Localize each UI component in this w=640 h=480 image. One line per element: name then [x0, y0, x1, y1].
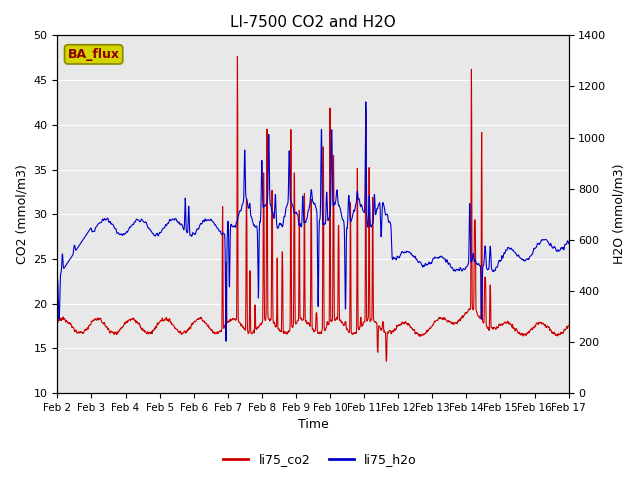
Y-axis label: CO2 (mmol/m3): CO2 (mmol/m3) — [15, 164, 28, 264]
li75_h2o — [302, 217, 310, 223]
X-axis label: Time: Time — [298, 419, 328, 432]
Line: li75_co2: li75_co2 — [58, 57, 568, 361]
li75_h2o — [550, 243, 558, 249]
li75_h2o — [564, 240, 572, 246]
li75_h2o — [79, 236, 87, 242]
Line: li75_h2o: li75_h2o — [58, 102, 568, 341]
li75_co2 — [234, 54, 241, 60]
li75_h2o — [550, 244, 558, 250]
Text: BA_flux: BA_flux — [68, 48, 120, 61]
Title: LI-7500 CO2 and H2O: LI-7500 CO2 and H2O — [230, 15, 396, 30]
li75_h2o — [54, 276, 61, 281]
li75_h2o — [289, 203, 296, 208]
Legend: li75_co2, li75_h2o: li75_co2, li75_h2o — [218, 448, 422, 471]
li75_co2 — [383, 358, 390, 364]
li75_h2o — [456, 264, 464, 270]
li75_co2 — [550, 329, 558, 335]
Y-axis label: H2O (mmol/m3): H2O (mmol/m3) — [612, 164, 625, 264]
li75_co2 — [289, 324, 296, 330]
li75_co2 — [564, 323, 572, 328]
li75_co2 — [79, 330, 87, 336]
li75_h2o — [362, 99, 370, 105]
li75_co2 — [456, 318, 464, 324]
li75_co2 — [54, 320, 61, 325]
li75_co2 — [302, 318, 310, 324]
li75_h2o — [222, 338, 230, 344]
li75_co2 — [550, 330, 558, 336]
